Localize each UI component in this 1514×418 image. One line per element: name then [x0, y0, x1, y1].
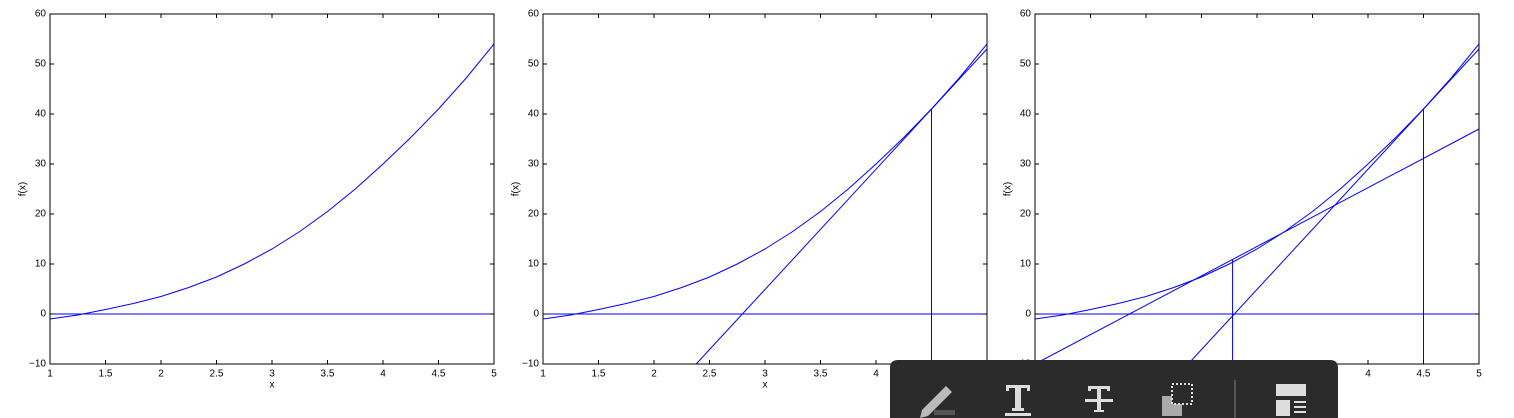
y-tick-label: 60 [1020, 9, 1032, 20]
y-tick-label: 50 [35, 59, 47, 70]
axes-box [49, 13, 495, 365]
x-tick-label: 4 [873, 369, 879, 380]
x-tick-label: 4 [380, 369, 386, 380]
x-tick-label: 4.5 [1417, 369, 1431, 380]
y-tick-label: 30 [1020, 159, 1032, 170]
x-tick-label: 1.5 [592, 369, 606, 380]
plot-panel: 1 1.5 2 2.5 3 3.5 4 4.5 5 −10 0 10 20 30 40 50 60 x f(x) [18, 9, 498, 391]
text-underline [1005, 413, 1031, 416]
x-tick-label: 3 [762, 369, 768, 380]
pen-icon [920, 386, 952, 418]
x-tick-label: 1 [540, 369, 546, 380]
y-tick-label: 20 [35, 209, 47, 220]
y-tick-label: 10 [528, 259, 540, 270]
axes-box [542, 13, 988, 365]
strikethrough-tool[interactable] [1085, 386, 1113, 412]
x-tick-label: 2.5 [210, 369, 224, 380]
strike-line [1085, 399, 1113, 402]
x-tick-label: 5 [1476, 369, 1482, 380]
series-line [1035, 128, 1479, 364]
text-icon [1006, 385, 1030, 411]
selection-tool[interactable] [1162, 383, 1193, 416]
layout-top [1276, 384, 1306, 396]
layout-line [1294, 406, 1306, 408]
toolbar [890, 360, 1338, 418]
y-tick-label: 0 [40, 309, 46, 320]
selection-box [1171, 383, 1193, 405]
y-axis-label: f(x) [511, 182, 522, 196]
y-tick-label: 20 [528, 209, 540, 220]
y-tick-label: 60 [35, 9, 47, 20]
x-tick-label: 4 [1365, 369, 1371, 380]
y-tick-label: 40 [1020, 109, 1032, 120]
y-axis-label: f(x) [18, 182, 29, 196]
x-tick-label: 5 [491, 369, 497, 380]
y-tick-label: 10 [1020, 259, 1032, 270]
y-tick-label: 40 [528, 109, 540, 120]
layout-line [1294, 411, 1306, 413]
series-line [695, 48, 987, 364]
y-tick-label: 30 [528, 159, 540, 170]
x-tick-label: 1 [47, 369, 53, 380]
layout-line [1294, 401, 1306, 403]
text-tool[interactable] [1005, 385, 1031, 416]
series-line [50, 43, 494, 320]
x-tick-label: 3 [269, 369, 275, 380]
x-tick-label: 3.5 [321, 369, 335, 380]
y-tick-label: 20 [1020, 209, 1032, 220]
y-tick-label: 50 [1020, 59, 1032, 70]
y-tick-label: 40 [35, 109, 47, 120]
y-tick-label: −10 [522, 359, 539, 370]
x-axis-label: x [763, 380, 768, 391]
x-tick-label: 2.5 [703, 369, 717, 380]
series-line [1035, 43, 1479, 320]
toolbar-background [890, 360, 1338, 418]
y-tick-label: 50 [528, 59, 540, 70]
y-axis-label: f(x) [1003, 182, 1014, 196]
x-axis-label: x [270, 380, 275, 391]
y-tick-label: 0 [533, 309, 539, 320]
pen-tool[interactable] [920, 386, 955, 418]
y-tick-label: 60 [528, 9, 540, 20]
layout-block [1276, 400, 1290, 416]
series-line [543, 43, 987, 320]
x-tick-label: 3.5 [814, 369, 828, 380]
x-tick-label: 1.5 [99, 369, 113, 380]
x-tick-label: 4.5 [432, 369, 446, 380]
x-tick-label: 2 [158, 369, 164, 380]
y-tick-label: −10 [29, 359, 46, 370]
y-tick-label: 30 [35, 159, 47, 170]
layout-tool[interactable] [1276, 384, 1306, 416]
x-tick-label: 2 [651, 369, 657, 380]
pen-underline [934, 410, 955, 415]
axes-box [1034, 13, 1480, 365]
y-tick-label: 10 [35, 259, 47, 270]
y-tick-label: 0 [1025, 309, 1031, 320]
